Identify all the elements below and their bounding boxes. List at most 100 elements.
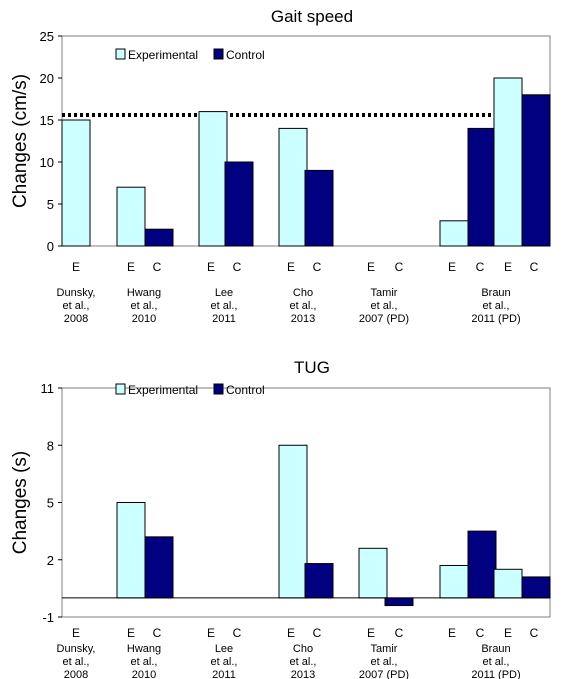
category-label: C xyxy=(313,260,322,274)
bar-experimental xyxy=(278,127,308,247)
category-label: C xyxy=(476,626,485,640)
study-label: 2013 xyxy=(291,669,315,679)
category-label: C xyxy=(395,626,404,640)
category-label: C xyxy=(530,626,539,640)
legend-swatch-control xyxy=(213,48,224,60)
study-label: et al., xyxy=(131,656,158,668)
study-label: Cho xyxy=(293,287,313,299)
y-tick-label: -1 xyxy=(42,610,54,625)
bar-experimental xyxy=(116,502,146,599)
y-tick-label: 2 xyxy=(47,553,54,568)
category-label: E xyxy=(367,626,375,640)
bar-experimental xyxy=(198,111,228,247)
bar-experimental xyxy=(439,220,469,247)
study-label: 2013 xyxy=(291,313,315,325)
category-label: E xyxy=(207,260,215,274)
category-label: E xyxy=(448,260,456,274)
bar-control xyxy=(224,161,254,247)
legend-swatch-experimental xyxy=(115,48,126,60)
bar-experimental xyxy=(439,564,469,599)
category-label: C xyxy=(153,626,162,640)
category-label: C xyxy=(313,626,322,640)
bar-control xyxy=(467,127,497,247)
category-label: C xyxy=(476,260,485,274)
category-label: E xyxy=(287,260,295,274)
study-label: et al., xyxy=(63,656,90,668)
legend-label-control: Control xyxy=(226,383,265,397)
legend-swatch-experimental xyxy=(115,383,126,395)
category-label: C xyxy=(530,260,539,274)
study-label: et al., xyxy=(290,300,317,312)
category-label: E xyxy=(127,626,135,640)
legend-label-experimental: Experimental xyxy=(128,383,198,397)
bar-control xyxy=(384,597,414,607)
study-label: et al., xyxy=(211,656,238,668)
study-label: 2008 xyxy=(64,669,88,679)
category-label: E xyxy=(504,626,512,640)
category-label: C xyxy=(233,260,242,274)
category-label: E xyxy=(287,626,295,640)
y-tick-label: 8 xyxy=(47,438,54,453)
y-tick-label: 0 xyxy=(47,239,54,254)
bar-control xyxy=(304,169,334,247)
bar-control xyxy=(304,563,334,599)
category-label: E xyxy=(367,260,375,274)
study-label: Braun xyxy=(481,643,510,655)
y-axis-label: Changes (cm/s) xyxy=(10,74,31,208)
category-label: C xyxy=(233,626,242,640)
bar-control xyxy=(144,228,174,247)
category-label: E xyxy=(207,626,215,640)
study-label: Tamir xyxy=(371,643,398,655)
study-label: Hwang xyxy=(127,643,161,655)
y-tick-label: 15 xyxy=(40,113,54,128)
category-label: E xyxy=(504,260,512,274)
y-axis-label: Changes (s) xyxy=(10,451,31,555)
bar-experimental xyxy=(493,568,523,599)
category-label: C xyxy=(395,260,404,274)
bar-control xyxy=(521,94,551,247)
bar-experimental xyxy=(61,119,91,247)
study-label: et al., xyxy=(290,656,317,668)
study-label: 2011 (PD) xyxy=(471,313,520,325)
legend-swatch-control xyxy=(213,383,224,395)
bar-experimental xyxy=(278,444,308,599)
y-tick-label: 5 xyxy=(47,197,54,212)
study-label: Braun xyxy=(481,287,510,299)
study-label: 2011 xyxy=(212,313,236,325)
y-tick-label: 20 xyxy=(40,71,54,86)
legend-label-experimental: Experimental xyxy=(128,48,198,62)
study-label: 2008 xyxy=(64,313,88,325)
study-label: Hwang xyxy=(127,287,161,299)
study-label: et al., xyxy=(483,300,510,312)
y-tick-label: 5 xyxy=(47,496,54,511)
legend-label-control: Control xyxy=(226,48,265,62)
study-label: et al., xyxy=(371,656,398,668)
study-label: 2007 (PD) xyxy=(359,669,409,679)
study-label: Dunsky, xyxy=(57,287,96,299)
bar-experimental xyxy=(116,186,146,247)
category-label: E xyxy=(448,626,456,640)
study-label: 2007 (PD) xyxy=(359,313,409,325)
category-label: C xyxy=(153,260,162,274)
study-label: Cho xyxy=(293,643,313,655)
study-label: et al., xyxy=(371,300,398,312)
chart-title: TUG xyxy=(294,358,330,377)
category-label: E xyxy=(72,260,80,274)
study-label: 2011 xyxy=(212,669,236,679)
study-label: 2010 xyxy=(132,669,156,679)
study-label: Lee xyxy=(215,287,233,299)
study-label: et al., xyxy=(483,656,510,668)
category-label: E xyxy=(72,626,80,640)
chart-title: Gait speed xyxy=(271,7,353,26)
study-label: Dunsky, xyxy=(57,643,96,655)
y-tick-label: 10 xyxy=(40,155,54,170)
y-tick-label: 11 xyxy=(41,381,55,396)
bar-experimental xyxy=(358,547,388,599)
bar-experimental xyxy=(493,77,523,247)
study-label: et al., xyxy=(63,300,90,312)
bar-control xyxy=(144,536,174,599)
y-tick-label: 25 xyxy=(40,29,54,44)
study-label: Lee xyxy=(215,643,233,655)
study-label: et al., xyxy=(131,300,158,312)
